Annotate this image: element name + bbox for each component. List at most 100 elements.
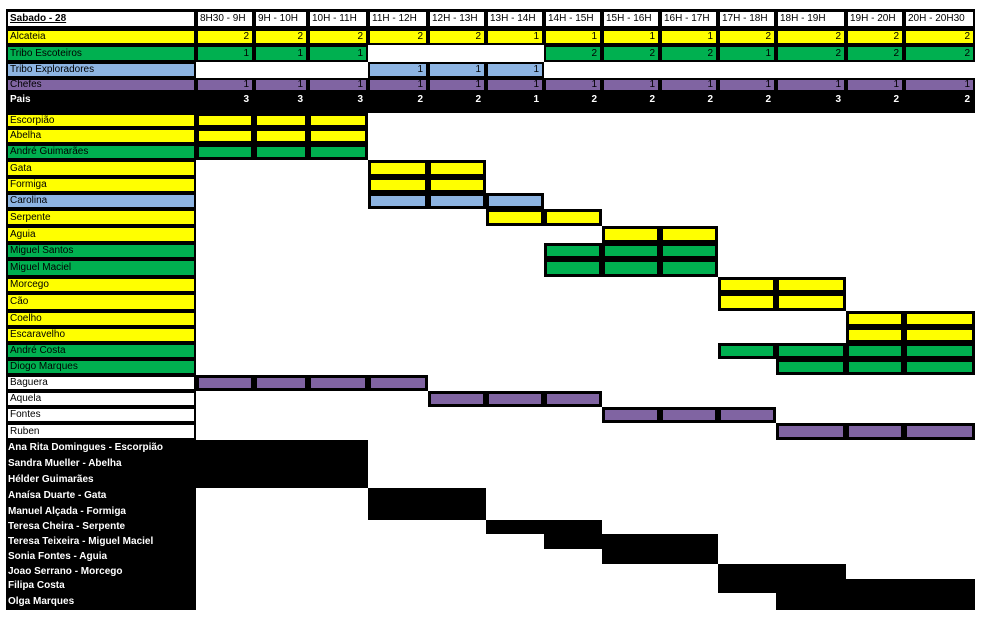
assignment-block: [254, 128, 308, 144]
summary-value-cell: 1: [428, 78, 486, 92]
assignment-block: [254, 375, 308, 391]
summary-value-cell: 2: [904, 92, 975, 107]
summary-value-cell: 2: [254, 29, 308, 45]
summary-value-cell: 1: [254, 78, 308, 92]
parent-block: [196, 456, 254, 472]
assignment-label: Aquela: [6, 391, 196, 407]
summary-value-cell: 1: [486, 29, 544, 45]
summary-value-cell: [544, 62, 602, 78]
parent-label: Joao Serrano - Morcego: [6, 564, 196, 579]
time-slot-header: 14H - 15H: [544, 9, 602, 29]
assignment-block: [428, 391, 486, 407]
assignment-block: [846, 343, 904, 359]
assignment-block: [718, 407, 776, 423]
summary-value-cell: 2: [846, 29, 904, 45]
parent-label: Sonia Fontes - Aguia: [6, 549, 196, 564]
assignment-label: Cão: [6, 293, 196, 311]
summary-value-cell: 2: [602, 92, 660, 107]
parent-label: Teresa Cheira - Serpente: [6, 520, 196, 534]
parent-block: [368, 504, 428, 520]
summary-row-label: Alcateia: [6, 29, 196, 45]
time-slot-header: 13H - 14H: [486, 9, 544, 29]
assignment-label: Fontes: [6, 407, 196, 423]
parent-block: [308, 440, 368, 456]
summary-value-cell: [308, 62, 368, 78]
parent-label: Ana Rita Domingues - Escorpião: [6, 440, 196, 456]
summary-value-cell: 2: [660, 92, 718, 107]
time-slot-header: 18H - 19H: [776, 9, 846, 29]
parent-block: [718, 564, 776, 579]
parent-label: Manuel Alçada - Formiga: [6, 504, 196, 520]
assignment-block: [718, 293, 776, 311]
summary-value-cell: [196, 62, 254, 78]
summary-value-cell: 1: [486, 92, 544, 107]
time-slot-header: 17H - 18H: [718, 9, 776, 29]
summary-value-cell: 3: [196, 92, 254, 107]
assignment-label: Gata: [6, 160, 196, 177]
parent-block: [196, 472, 254, 488]
summary-value-cell: [368, 45, 428, 62]
time-slot-header: 8H30 - 9H: [196, 9, 254, 29]
summary-row-label: Pais: [6, 92, 196, 107]
parent-block: [602, 534, 660, 549]
parent-block: [776, 564, 846, 579]
summary-value-cell: [602, 62, 660, 78]
assignment-block: [544, 259, 602, 277]
summary-value-cell: [904, 62, 975, 78]
summary-value-cell: 1: [486, 62, 544, 78]
summary-value-cell: 2: [428, 29, 486, 45]
assignment-block: [602, 407, 660, 423]
summary-value-cell: 2: [846, 45, 904, 62]
assignment-label: Carolina: [6, 193, 196, 209]
summary-value-cell: 2: [718, 92, 776, 107]
summary-value-cell: 2: [544, 45, 602, 62]
summary-value-cell: 1: [254, 45, 308, 62]
summary-value-cell: 3: [776, 92, 846, 107]
assignment-block: [904, 327, 975, 343]
assignment-label: Miguel Maciel: [6, 259, 196, 277]
assignment-block: [486, 193, 544, 209]
summary-value-cell: 1: [660, 29, 718, 45]
summary-value-cell: 2: [368, 29, 428, 45]
assignment-label: Escaravelho: [6, 327, 196, 343]
assignment-block: [254, 144, 308, 160]
summary-value-cell: [776, 62, 846, 78]
assignment-block: [660, 407, 718, 423]
summary-value-cell: 1: [544, 78, 602, 92]
assignment-block: [428, 177, 486, 193]
summary-row-label: Tribo Escoteiros: [6, 45, 196, 62]
summary-value-cell: 2: [602, 45, 660, 62]
summary-value-cell: 2: [776, 45, 846, 62]
parent-block: [660, 549, 718, 564]
summary-value-cell: 1: [544, 29, 602, 45]
assignment-block: [846, 327, 904, 343]
parent-block: [846, 593, 904, 610]
summary-value-cell: 1: [904, 78, 975, 92]
time-slot-header: 9H - 10H: [254, 9, 308, 29]
assignment-block: [196, 113, 254, 128]
assignment-label: Serpente: [6, 209, 196, 226]
parent-block: [776, 593, 846, 610]
assignment-label: Diogo Marques: [6, 359, 196, 375]
summary-row-label: Tribo Exploradores: [6, 62, 196, 78]
assignment-block: [544, 209, 602, 226]
assignment-block: [308, 113, 368, 128]
summary-value-cell: 1: [308, 78, 368, 92]
assignment-block: [904, 423, 975, 440]
time-slot-header: 16H - 17H: [660, 9, 718, 29]
summary-row-label: Chefes: [6, 78, 196, 92]
summary-value-cell: 3: [254, 92, 308, 107]
parent-block: [660, 534, 718, 549]
assignment-block: [428, 193, 486, 209]
assignment-block: [486, 209, 544, 226]
summary-value-cell: 3: [308, 92, 368, 107]
summary-value-cell: 1: [602, 29, 660, 45]
assignment-block: [660, 259, 718, 277]
assignment-block: [904, 359, 975, 375]
assignment-label: Aguia: [6, 226, 196, 243]
summary-value-cell: [718, 62, 776, 78]
summary-value-cell: [846, 62, 904, 78]
summary-value-cell: 2: [308, 29, 368, 45]
assignment-block: [602, 226, 660, 243]
time-slot-header: 15H - 16H: [602, 9, 660, 29]
